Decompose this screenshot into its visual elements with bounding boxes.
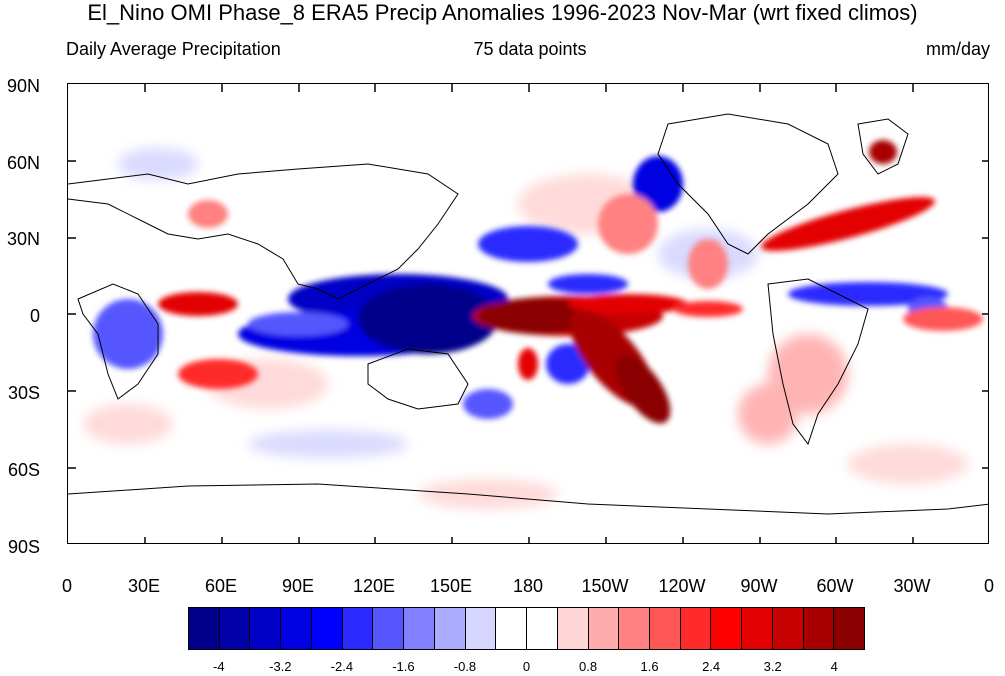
lat-tick-60n: 60N <box>6 153 40 173</box>
colorbar-label: -4 <box>212 659 225 674</box>
lat-tick-90s: 90S <box>7 537 40 557</box>
lon-tick-120w: 120W <box>658 576 706 596</box>
colorbar-swatch <box>772 608 804 649</box>
lat-tick-30n: 30N <box>6 229 40 249</box>
lon-tick-150e: 150E <box>429 576 473 596</box>
colorbar-label: 3.2 <box>763 659 782 674</box>
colorbar-label: -3.2 <box>269 659 292 674</box>
anomaly-field-strong <box>93 140 983 424</box>
lon-tick-120e: 120E <box>352 576 396 596</box>
colorbar-swatch <box>434 608 466 649</box>
map-ticks <box>68 84 988 543</box>
subtitle-count: 75 data points <box>473 39 587 59</box>
lon-tick-30e: 30E <box>127 576 161 596</box>
subtitle-variable: Daily Average Precipitation <box>66 39 281 59</box>
lat-tick-90n: 90N <box>6 76 40 96</box>
colorbar-label: 0 <box>522 659 531 674</box>
colorbar-label: 2.4 <box>702 659 721 674</box>
colorbar-swatch <box>219 608 251 649</box>
colorbar-swatch <box>189 608 220 649</box>
lon-tick-90e: 90E <box>281 576 315 596</box>
colorbar-swatch <box>557 608 589 649</box>
colorbar-swatch <box>742 608 773 649</box>
colorbar-swatch <box>404 608 435 649</box>
colorbar-swatch <box>496 608 528 649</box>
precip-anomaly-map <box>68 84 988 543</box>
colorbar-swatch <box>803 608 835 649</box>
colorbar-label: -2.4 <box>330 659 354 674</box>
lon-tick-0-east: 0 <box>983 576 994 596</box>
colorbar-swatch <box>588 608 620 649</box>
anomaly-field-light <box>83 148 968 509</box>
lon-tick-150w: 150W <box>581 576 629 596</box>
colorbar-swatch <box>311 608 343 649</box>
lon-tick-60e: 60E <box>204 576 238 596</box>
colorbar-label: 0.8 <box>578 659 598 674</box>
colorbar-swatch <box>834 608 865 649</box>
colorbar <box>188 607 865 650</box>
lat-tick-eq: 0 <box>29 306 40 326</box>
lon-tick-60w: 60W <box>816 576 854 596</box>
map-panel <box>67 83 989 544</box>
coastlines <box>68 113 988 515</box>
colorbar-label: -1.6 <box>392 659 415 674</box>
lon-tick-30w: 30W <box>893 576 931 596</box>
colorbar-swatch <box>650 608 681 649</box>
colorbar-swatch <box>373 608 405 649</box>
colorbar-swatch <box>680 608 712 649</box>
colorbar-swatch <box>250 608 282 649</box>
lon-tick-0: 0 <box>61 576 72 596</box>
lat-tick-30s: 30S <box>7 383 40 403</box>
colorbar-swatch <box>527 608 558 649</box>
subtitle-units: mm/day <box>925 39 990 59</box>
colorbar-swatch <box>281 608 312 649</box>
colorbar-label: -0.8 <box>453 659 477 674</box>
colorbar-label: 4 <box>830 659 838 674</box>
colorbar-swatch <box>465 608 497 649</box>
colorbar-label: 1.6 <box>640 659 659 674</box>
lon-tick-90w: 90W <box>740 576 778 596</box>
colorbar-swatch <box>342 608 374 649</box>
colorbar-swatch <box>711 608 743 649</box>
lat-tick-60s: 60S <box>7 460 40 480</box>
map-title: El_Nino OMI Phase_8 ERA5 Precip Anomalie… <box>87 0 918 25</box>
colorbar-swatch <box>619 608 651 649</box>
lon-tick-180: 180 <box>512 576 544 596</box>
